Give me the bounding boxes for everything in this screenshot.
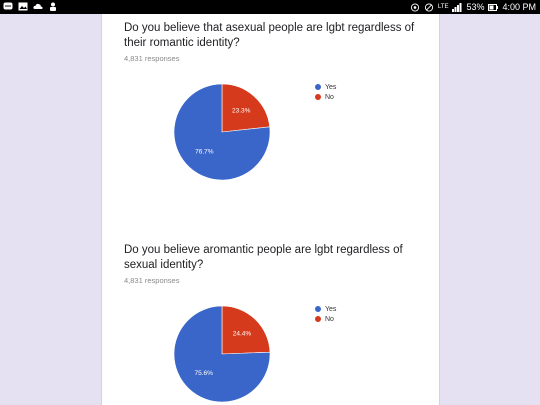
chart-legend: Yes No <box>315 304 336 324</box>
legend-swatch-yes <box>315 84 321 90</box>
battery-icon <box>488 3 499 11</box>
legend-item-no: No <box>315 92 336 102</box>
legend-swatch-no <box>315 316 321 322</box>
legend-swatch-yes <box>315 306 321 312</box>
pie-slice-label: 24.4% <box>233 330 252 337</box>
cloud-icon <box>33 3 43 9</box>
nfc-icon <box>410 2 419 12</box>
image-icon <box>18 2 28 11</box>
question-title: Do you believe aromantic people are lgbt… <box>124 244 403 271</box>
user-icon <box>50 2 56 11</box>
clock: 4:00 PM <box>502 2 536 12</box>
legend-item-yes: Yes <box>315 304 336 314</box>
form-responses-card: Do you believe that asexual people are l… <box>101 14 440 405</box>
legend-label: Yes <box>325 83 337 91</box>
network-type: LTE <box>437 4 449 10</box>
battery-percent: 53% <box>466 2 485 12</box>
pie-slice-yes <box>173 305 271 403</box>
response-count: 4,831 responses <box>124 54 180 63</box>
legend-swatch-no <box>315 94 321 100</box>
legend-item-no: No <box>315 314 336 324</box>
pie-slice-label: 76.7% <box>195 149 214 156</box>
pie-chart: 23.3% 76.7% <box>173 83 271 181</box>
question-title: Do you believe that asexual people are l… <box>124 22 415 49</box>
pie-slice-label: 23.3% <box>232 108 251 115</box>
status-bar: LTE 53% 4:00 PM <box>0 0 540 14</box>
do-not-disturb-icon <box>424 2 433 12</box>
legend-label: Yes <box>325 305 337 313</box>
pie-slice-yes <box>173 83 271 181</box>
legend-label: No <box>325 93 334 101</box>
pie-chart: 24.4% 75.6% <box>173 305 271 403</box>
chart-legend: Yes No <box>315 82 336 102</box>
message-icon <box>3 2 13 10</box>
pie-slice-no <box>221 83 271 133</box>
legend-label: No <box>325 315 334 323</box>
pie-slice-label: 75.6% <box>194 370 213 377</box>
response-count: 4,831 responses <box>124 276 180 285</box>
legend-item-yes: Yes <box>315 82 336 92</box>
signal-icon <box>452 2 462 12</box>
pie-slice-no <box>221 305 271 355</box>
